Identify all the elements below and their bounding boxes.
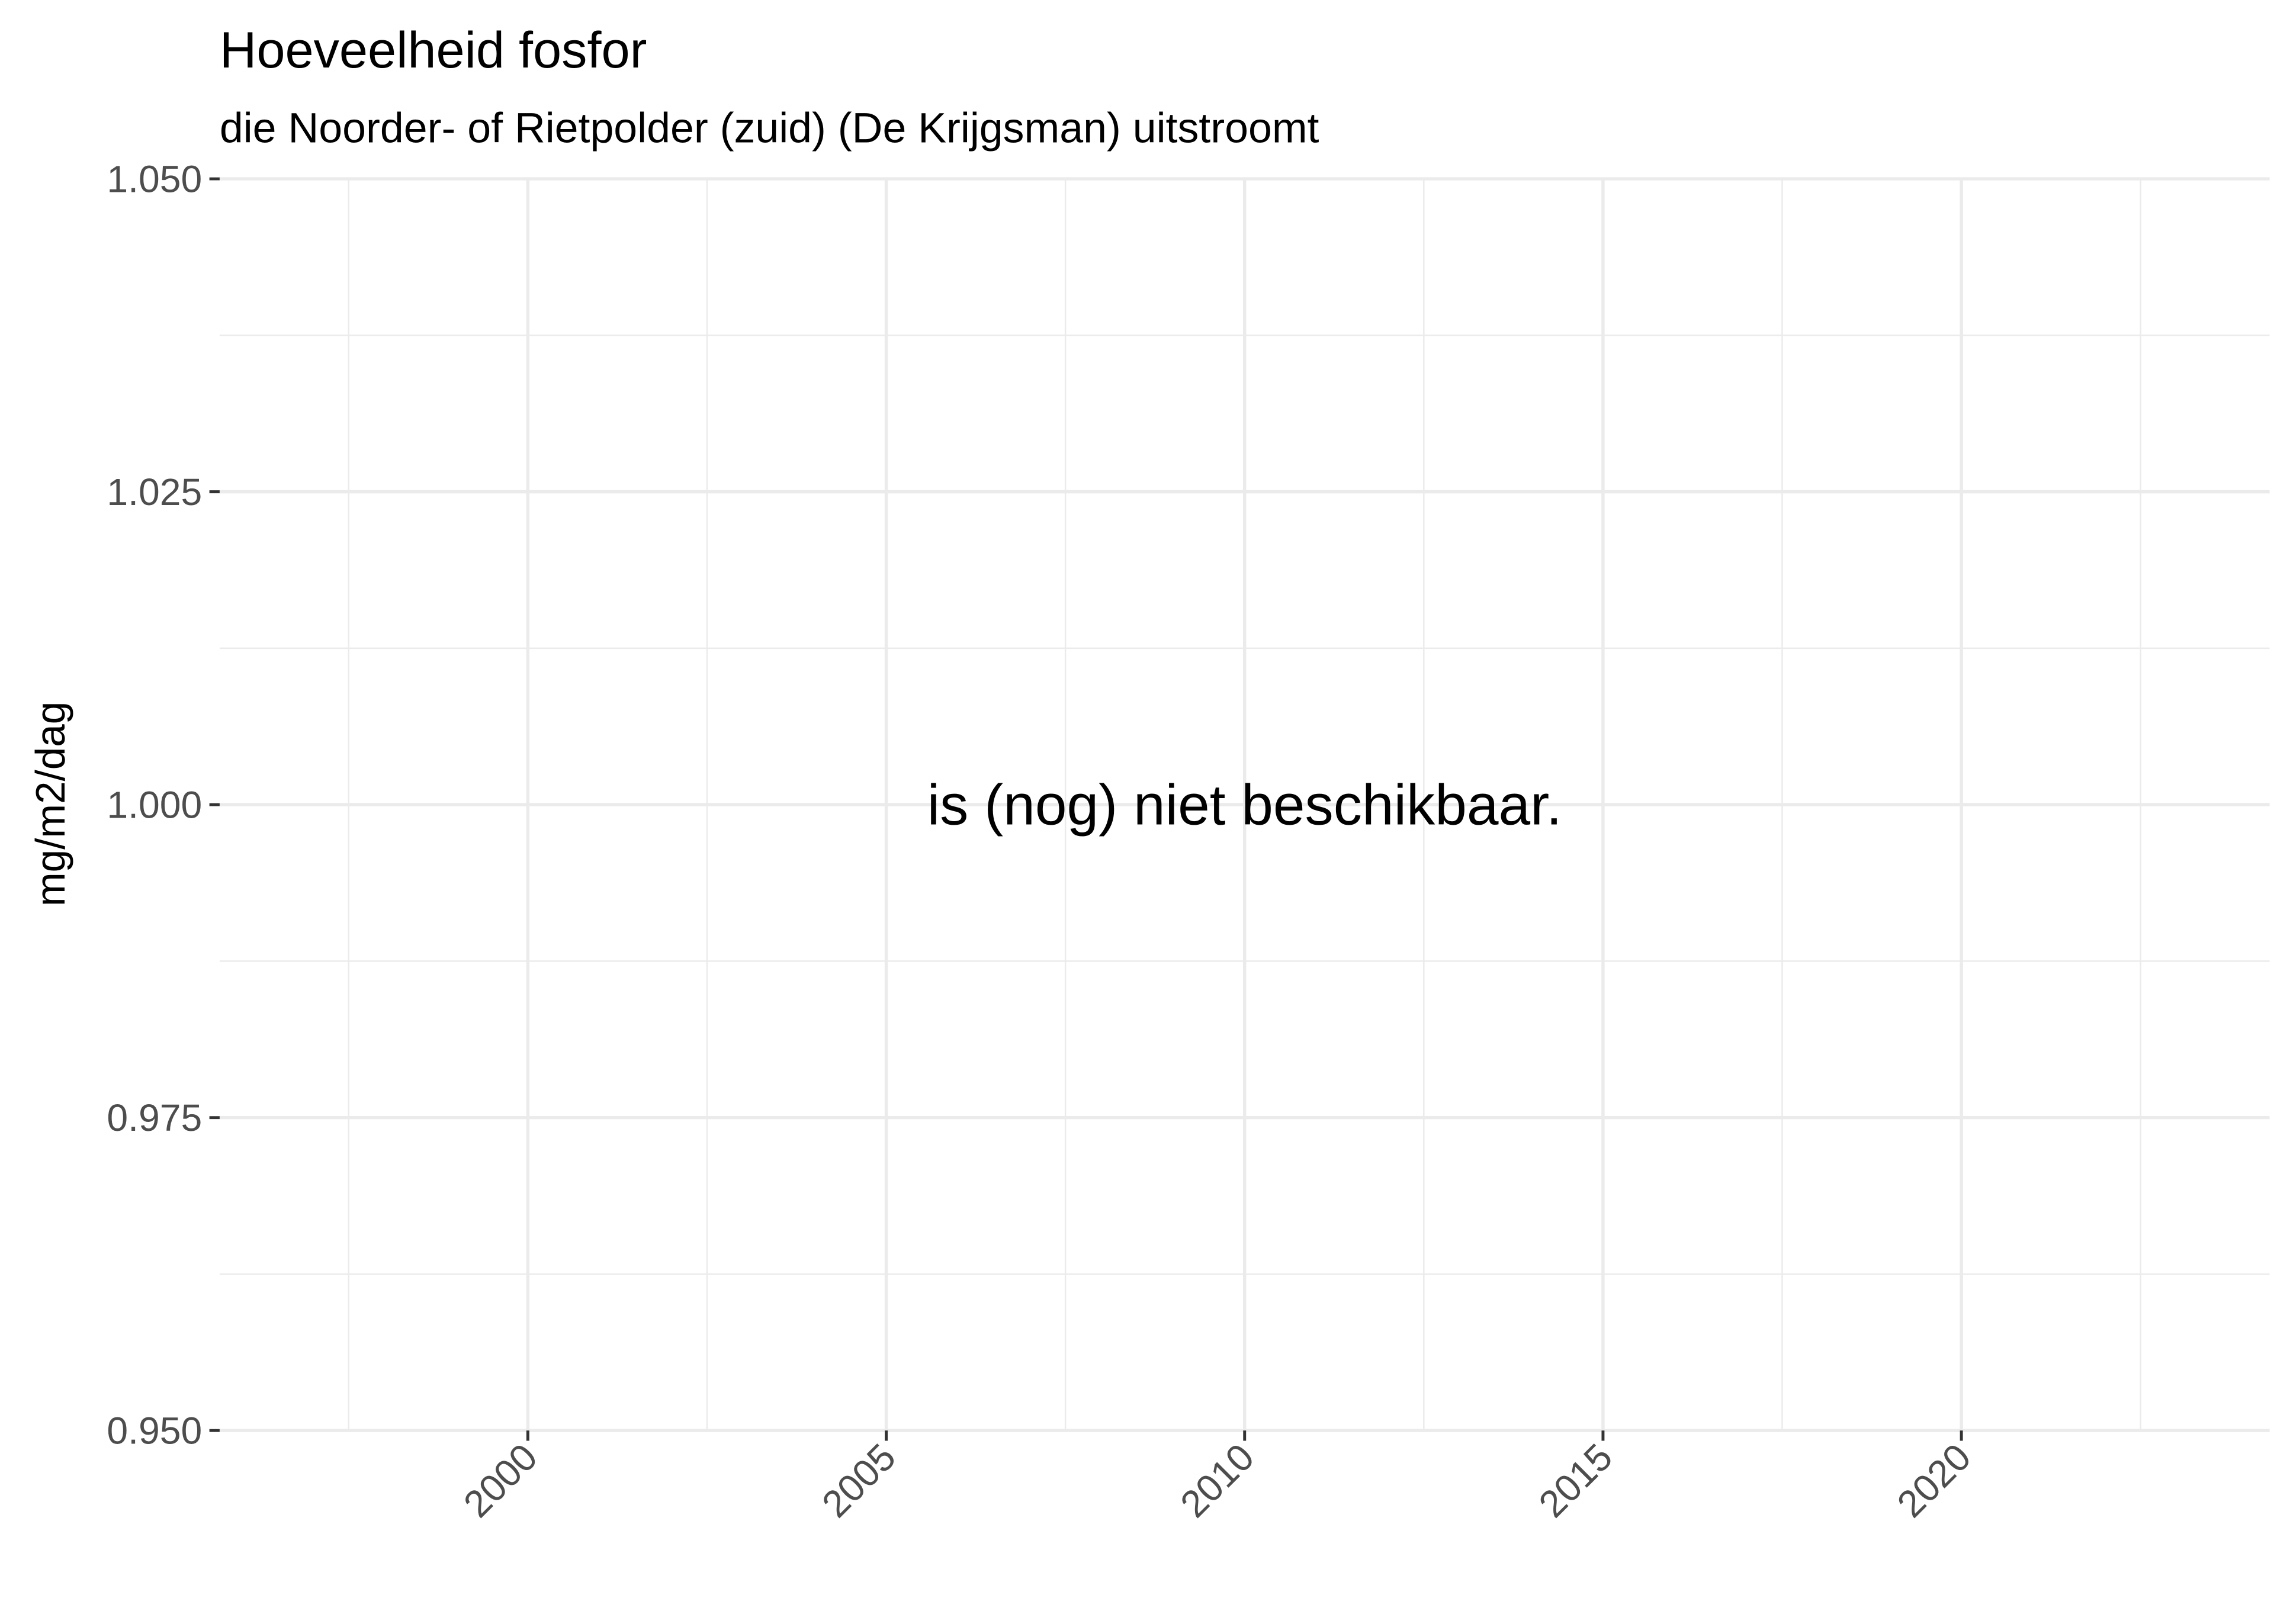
y-tick-label: 0.975 — [107, 1096, 202, 1139]
y-tick-label: 0.950 — [107, 1409, 202, 1452]
y-tick-label: 1.000 — [107, 783, 202, 826]
chart-title: Hoeveelheid fosfor — [220, 22, 647, 79]
y-tick-label: 1.050 — [107, 157, 202, 200]
annotation: is (nog) niet beschikbaar. — [927, 774, 1562, 837]
chart-subtitle: die Noorder- of Rietpolder (zuid) (De Kr… — [220, 104, 1319, 152]
y-axis-label: mg/m2/dag — [27, 702, 73, 906]
y-tick-label: 1.025 — [107, 471, 202, 513]
